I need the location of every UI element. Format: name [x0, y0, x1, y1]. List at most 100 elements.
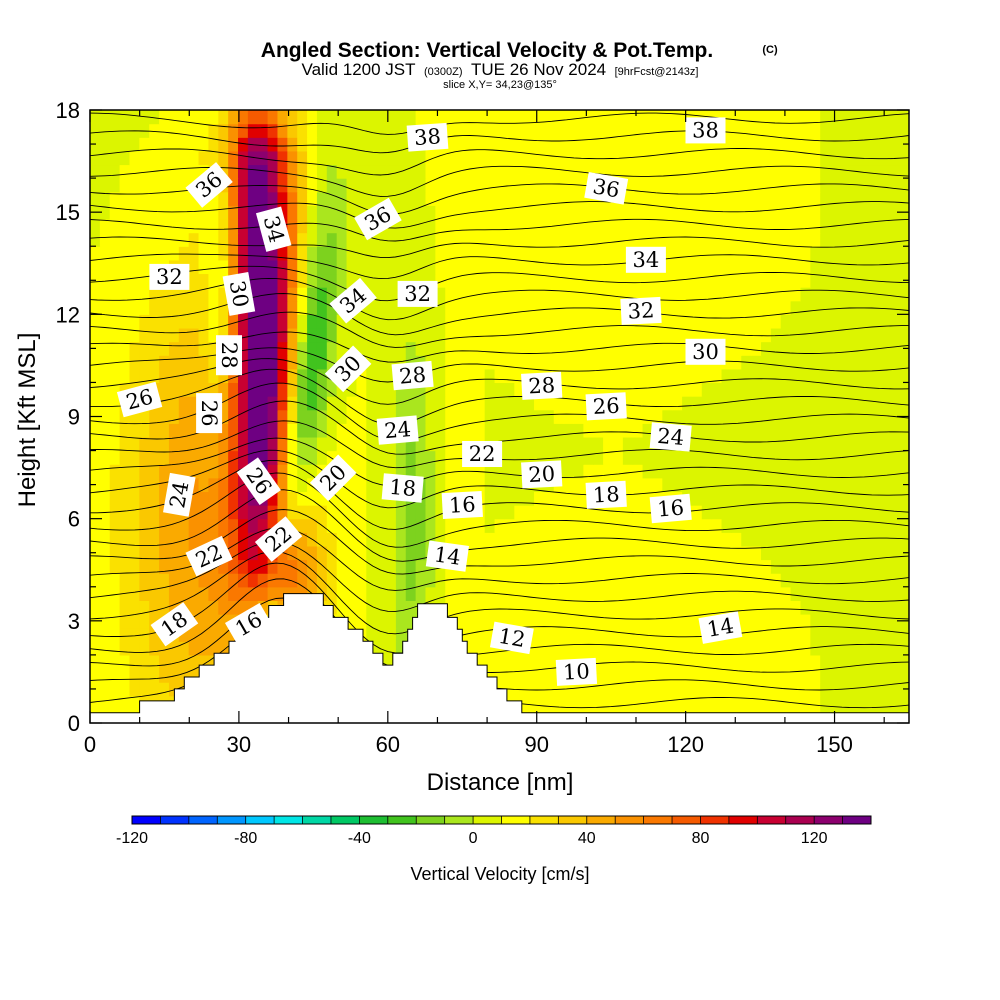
velocity-cell — [238, 218, 249, 234]
velocity-cell — [780, 450, 792, 465]
velocity-cell — [711, 545, 723, 561]
velocity-cell — [790, 464, 802, 479]
velocity-cell — [316, 382, 328, 397]
velocity-cell — [90, 559, 101, 574]
velocity-cell — [573, 423, 584, 438]
velocity-cell — [188, 532, 200, 547]
velocity-cell — [326, 164, 338, 179]
velocity-cell — [188, 205, 200, 220]
velocity-cell — [790, 300, 802, 315]
velocity-cell — [603, 273, 614, 288]
velocity-cell — [277, 355, 288, 370]
velocity-cell — [879, 409, 890, 424]
velocity-cell — [395, 110, 407, 125]
velocity-cell — [662, 368, 673, 384]
velocity-cell — [691, 137, 703, 152]
velocity-cell — [455, 218, 466, 234]
velocity-cell — [386, 518, 397, 533]
velocity-cell — [287, 464, 298, 479]
velocity-cell — [563, 559, 575, 574]
velocity-cell — [879, 396, 890, 411]
velocity-cell — [899, 246, 909, 261]
velocity-cell — [879, 232, 890, 247]
velocity-cell — [741, 137, 752, 152]
velocity-cell — [464, 273, 476, 288]
velocity-cell — [800, 600, 811, 615]
velocity-cell — [612, 314, 624, 329]
velocity-cell — [672, 600, 683, 615]
velocity-cell — [484, 246, 496, 261]
velocity-cell — [159, 668, 170, 683]
velocity-cell — [652, 654, 663, 670]
velocity-cell — [751, 246, 762, 261]
velocity-cell — [386, 273, 397, 288]
velocity-cell — [168, 654, 180, 670]
velocity-cell — [90, 641, 101, 656]
velocity-cell — [721, 450, 732, 465]
velocity-cell — [593, 218, 604, 234]
velocity-cell — [198, 573, 210, 588]
velocity-cell — [790, 259, 802, 275]
velocity-cell — [119, 477, 131, 493]
velocity-cell — [830, 654, 841, 670]
velocity-cell — [780, 123, 792, 138]
velocity-cell — [228, 518, 239, 533]
velocity-cell — [622, 137, 634, 152]
velocity-cell — [267, 300, 279, 315]
velocity-cell — [149, 464, 160, 479]
velocity-cell — [395, 600, 407, 615]
velocity-cell — [553, 586, 565, 601]
velocity-cell — [603, 668, 614, 683]
velocity-cell — [129, 246, 140, 261]
velocity-cell — [810, 259, 821, 275]
velocity-cell — [178, 232, 190, 247]
velocity-cell — [711, 218, 723, 234]
velocity-cell — [198, 368, 210, 384]
velocity-cell — [731, 654, 742, 670]
velocity-cell — [622, 123, 634, 138]
velocity-cell — [682, 654, 693, 670]
velocity-cell — [514, 382, 525, 397]
velocity-cell — [119, 586, 131, 601]
velocity-cell — [770, 300, 782, 315]
velocity-cell — [721, 545, 732, 561]
velocity-cell — [711, 191, 723, 206]
velocity-cell — [149, 450, 160, 465]
velocity-cell — [691, 559, 703, 574]
velocity-cell — [741, 205, 752, 220]
velocity-cell — [159, 287, 170, 302]
velocity-cell — [612, 627, 624, 642]
velocity-cell — [721, 668, 732, 683]
velocity-cell — [376, 300, 387, 315]
velocity-cell — [238, 110, 249, 125]
velocity-cell — [484, 559, 496, 574]
velocity-cell — [287, 164, 298, 179]
velocity-cell — [731, 518, 742, 533]
velocity-cell — [534, 695, 545, 710]
velocity-cell — [820, 532, 831, 547]
velocity-cell — [721, 464, 732, 479]
velocity-cell — [524, 682, 535, 697]
velocity-cell — [208, 600, 219, 615]
velocity-cell — [139, 477, 150, 493]
velocity-cell — [99, 477, 111, 493]
velocity-cell — [474, 205, 486, 220]
velocity-cell — [839, 246, 851, 261]
velocity-cell — [198, 327, 210, 343]
velocity-cell — [711, 559, 723, 574]
velocity-cell — [198, 314, 210, 329]
y-tick-label: 12 — [56, 302, 80, 327]
velocity-cell — [642, 396, 654, 411]
velocity-cell — [780, 218, 792, 234]
velocity-cell — [701, 641, 713, 656]
velocity-cell — [129, 505, 140, 520]
velocity-cell — [593, 627, 604, 642]
velocity-cell — [139, 505, 150, 520]
velocity-cell — [188, 641, 200, 656]
velocity-cell — [760, 246, 772, 261]
velocity-cell — [682, 259, 693, 275]
velocity-cell — [90, 314, 101, 329]
velocity-cell — [731, 259, 742, 275]
velocity-cell — [238, 518, 249, 533]
velocity-cell — [149, 110, 160, 125]
